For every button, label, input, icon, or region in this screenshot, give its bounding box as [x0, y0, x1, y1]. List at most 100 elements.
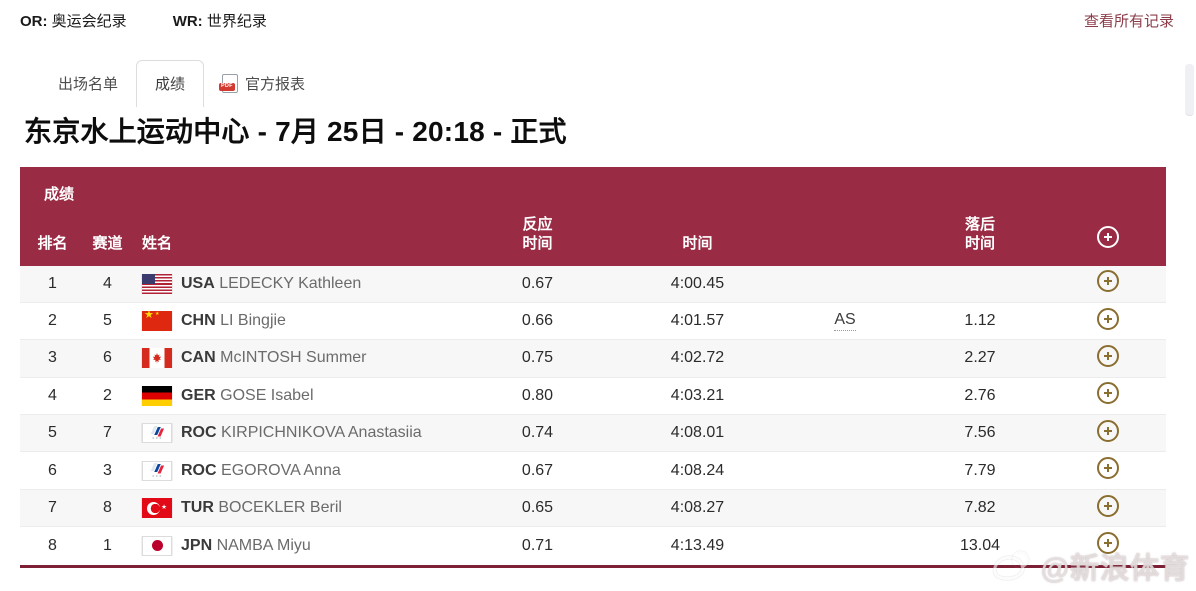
- lane-cell: 4: [103, 274, 112, 292]
- row-expand-button[interactable]: [1097, 457, 1119, 480]
- pdf-icon: [219, 74, 239, 93]
- rank-cell: 5: [48, 424, 57, 442]
- table-header: 成绩 排名 赛道 姓名 反应 时间 时间 落后 时间: [20, 167, 1166, 266]
- flag-icon-can: [142, 348, 172, 369]
- col-header-behind: 落后 时间: [964, 216, 995, 252]
- reaction-cell: 0.80: [521, 386, 554, 404]
- table-row: 4 2 GER GOSE Isabel 0.80 4:03.21 2.76: [20, 377, 1166, 416]
- rank-cell: 2: [48, 312, 57, 330]
- world-record-label: 世界纪录: [206, 13, 267, 30]
- behind-cell: 1.12: [964, 312, 996, 330]
- athlete-name: GOSE Isabel: [220, 386, 314, 404]
- olympic-record-label: 奥运会纪录: [51, 13, 127, 30]
- athlete-name: BOCEKLER Beril: [218, 499, 342, 517]
- record-marker-as: AS: [834, 311, 856, 332]
- time-cell: 4:00.45: [670, 274, 725, 292]
- row-expand-button[interactable]: [1097, 532, 1119, 555]
- flag-icon-jpn: [142, 535, 172, 556]
- tab-official-report-label: 官方报表: [245, 76, 306, 93]
- tab-start-list-label: 出场名单: [58, 76, 119, 93]
- rank-cell: 6: [48, 461, 57, 479]
- reaction-cell: 0.66: [521, 312, 554, 330]
- name-cell: GER GOSE Isabel: [130, 385, 460, 406]
- row-expand-button[interactable]: [1097, 270, 1119, 293]
- rank-cell: 8: [48, 536, 57, 554]
- row-expand-button[interactable]: [1097, 494, 1119, 517]
- flag-icon-roc: [142, 460, 172, 481]
- results-table: 成绩 排名 赛道 姓名 反应 时间 时间 落后 时间 1 4 USA LEDECKY…: [20, 167, 1166, 568]
- lane-cell: 1: [103, 536, 112, 554]
- noc-code: TUR: [181, 499, 214, 517]
- behind-cell: 13.04: [959, 536, 1001, 554]
- time-cell: 4:08.27: [670, 499, 725, 517]
- reaction-cell: 0.75: [521, 349, 554, 367]
- records-legend-bar: OR: 奥运会纪录 WR: 世界纪录 查看所有记录: [0, 0, 1196, 31]
- noc-code: JPN: [181, 536, 213, 554]
- reaction-cell: 0.67: [521, 274, 554, 292]
- col-header-lane: 赛道: [92, 234, 123, 252]
- behind-cell: 7.79: [964, 461, 996, 479]
- table-row: 8 1 JPN NAMBA Miyu 0.71 4:13.49 13.04: [20, 527, 1166, 565]
- athlete-name: KIRPICHNIKOVA Anastasiia: [221, 424, 422, 442]
- table-body: 1 4 USA LEDECKY Kathleen 0.67 4:00.45 2 …: [20, 265, 1166, 568]
- row-expand-button[interactable]: [1097, 419, 1119, 442]
- behind-cell: 7.82: [964, 499, 996, 517]
- col-header-rank: 排名: [37, 234, 68, 252]
- time-cell: 4:03.21: [670, 386, 725, 404]
- name-cell: CHN LI Bingjie: [130, 311, 460, 332]
- lane-cell: 2: [103, 386, 112, 404]
- flag-icon-roc: [142, 423, 172, 444]
- name-cell: ROC EGOROVA Anna: [130, 460, 460, 481]
- col-header-reaction: 反应 时间: [522, 216, 553, 252]
- table-row: 5 7 ROC KIRPICHNIKOVA Anastasiia 0.74 4:…: [20, 415, 1166, 453]
- name-cell: JPN NAMBA Miyu: [130, 535, 460, 556]
- expand-all-button[interactable]: [1097, 225, 1119, 248]
- tab-official-report[interactable]: 官方报表: [204, 61, 323, 107]
- behind-cell: 7.56: [964, 424, 996, 442]
- lane-cell: 3: [103, 461, 112, 479]
- olympic-record-legend: OR: 奥运会纪录: [20, 10, 127, 31]
- col-header-name: 姓名: [142, 234, 173, 252]
- flag-icon-tur: [142, 498, 172, 519]
- noc-code: CAN: [181, 349, 216, 367]
- row-expand-button[interactable]: [1097, 382, 1119, 405]
- time-cell: 4:02.72: [670, 349, 725, 367]
- athlete-name: LI Bingjie: [220, 312, 286, 330]
- view-all-records-link[interactable]: 查看所有记录: [1083, 13, 1174, 30]
- col-header-time: 时间: [682, 234, 713, 252]
- time-cell: 4:01.57: [670, 312, 725, 330]
- reaction-cell: 0.74: [521, 424, 554, 442]
- reaction-cell: 0.65: [521, 499, 554, 517]
- table-row: 3 6 CAN McINTOSH Summer 0.75 4:02.72 2.2…: [20, 340, 1166, 378]
- name-cell: TUR BOCEKLER Beril: [130, 498, 460, 519]
- behind-cell: 2.76: [964, 386, 996, 404]
- rank-cell: 7: [48, 499, 57, 517]
- lane-cell: 7: [103, 424, 112, 442]
- scrollbar-thumb[interactable]: [1185, 64, 1194, 116]
- tab-results-label: 成绩: [155, 76, 186, 93]
- athlete-name: McINTOSH Summer: [220, 349, 367, 367]
- tab-start-list[interactable]: 出场名单: [40, 61, 136, 107]
- world-record-abbr: WR:: [172, 13, 203, 30]
- time-cell: 4:08.24: [670, 461, 725, 479]
- lane-cell: 5: [103, 312, 112, 330]
- tab-results[interactable]: 成绩: [136, 60, 205, 107]
- reaction-cell: 0.71: [521, 536, 554, 554]
- noc-code: GER: [181, 386, 216, 404]
- time-cell: 4:08.01: [670, 424, 725, 442]
- table-row: 2 5 CHN LI Bingjie 0.66 4:01.57 AS 1.12: [20, 302, 1166, 341]
- world-record-legend: WR: 世界纪录: [173, 10, 267, 31]
- flag-icon-ger: [142, 385, 172, 406]
- table-row: 6 3 ROC EGOROVA Anna 0.67 4:08.24 7.79: [20, 452, 1166, 490]
- row-expand-button[interactable]: [1097, 344, 1119, 367]
- row-expand-button[interactable]: [1097, 307, 1119, 330]
- olympic-record-abbr: OR:: [20, 13, 48, 30]
- noc-code: CHN: [181, 312, 216, 330]
- noc-code: USA: [181, 274, 215, 292]
- time-cell: 4:13.49: [670, 536, 725, 554]
- rank-cell: 1: [48, 274, 57, 292]
- lane-cell: 8: [103, 499, 112, 517]
- noc-code: ROC: [181, 424, 217, 442]
- page-title: 东京水上运动中心 - 7月 25日 - 20:18 - 正式: [24, 116, 567, 147]
- athlete-name: LEDECKY Kathleen: [219, 274, 362, 292]
